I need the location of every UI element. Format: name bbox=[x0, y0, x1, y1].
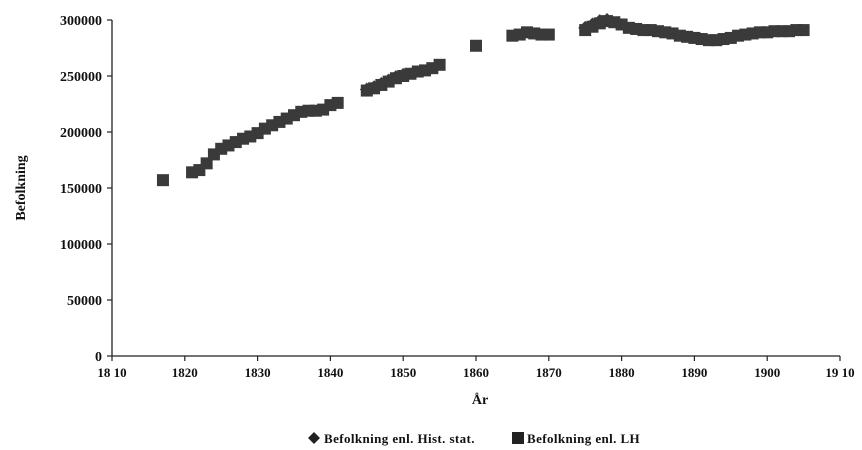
data-point-lh bbox=[331, 96, 344, 109]
data-point-lh bbox=[739, 28, 752, 41]
legend: Befolkning enl. Hist. stat. Befolkning e… bbox=[308, 431, 640, 446]
plot-area: 0 50000 100000 150000 200000 250000 300000 18 … bbox=[60, 13, 855, 380]
data-points bbox=[156, 13, 810, 187]
data-point-lh bbox=[470, 39, 482, 52]
data-point-lh bbox=[688, 31, 701, 44]
x-axis-title: År bbox=[472, 392, 488, 408]
legend-marker-lh bbox=[512, 432, 524, 444]
y-tick-label: 0 bbox=[95, 350, 102, 365]
x-tick-label: 1860 bbox=[463, 365, 489, 380]
x-tick-label: 19 10 bbox=[825, 365, 854, 380]
data-point-lh bbox=[251, 127, 264, 140]
x-tick-label: 1830 bbox=[245, 365, 271, 380]
y-tick-label: 250000 bbox=[60, 70, 102, 85]
data-point-lh bbox=[156, 174, 169, 187]
legend-label-hist-stat: Befolkning enl. Hist. stat. bbox=[324, 431, 475, 446]
x-axis-ticks: 18 10 1820 1830 1840 1850 1860 1870 1880 1890 190… bbox=[97, 356, 855, 380]
data-point-lh bbox=[797, 24, 810, 37]
x-tick-label: 18 10 bbox=[97, 365, 126, 380]
data-point-lh bbox=[433, 58, 446, 71]
x-tick-label: 1890 bbox=[681, 365, 707, 380]
x-tick-label: 1840 bbox=[317, 365, 343, 380]
data-point-lh bbox=[513, 28, 526, 41]
x-tick-label: 1900 bbox=[754, 365, 780, 380]
data-point-lh bbox=[535, 28, 548, 41]
data-point-lh bbox=[724, 31, 737, 44]
y-tick-label: 300000 bbox=[60, 14, 102, 29]
data-point-hist-stat bbox=[396, 67, 411, 82]
y-axis-title: Befolkning bbox=[14, 155, 29, 220]
x-tick-label: 1870 bbox=[536, 365, 562, 380]
y-tick-label: 50000 bbox=[67, 294, 102, 309]
data-point-hist-stat bbox=[600, 13, 615, 27]
data-point-lh bbox=[542, 28, 555, 41]
x-tick-label: 1820 bbox=[172, 365, 198, 380]
x-tick-label: 1850 bbox=[390, 365, 416, 380]
y-tick-label: 200000 bbox=[60, 126, 102, 141]
y-tick-label: 150000 bbox=[60, 182, 102, 197]
y-tick-label: 100000 bbox=[60, 238, 102, 253]
legend-marker-hist-stat bbox=[308, 432, 320, 444]
x-tick-label: 1880 bbox=[609, 365, 635, 380]
y-axis-ticks: 0 50000 100000 150000 200000 250000 300000 bbox=[60, 14, 112, 365]
legend-label-lh: Befolkning enl. LH bbox=[527, 431, 640, 446]
